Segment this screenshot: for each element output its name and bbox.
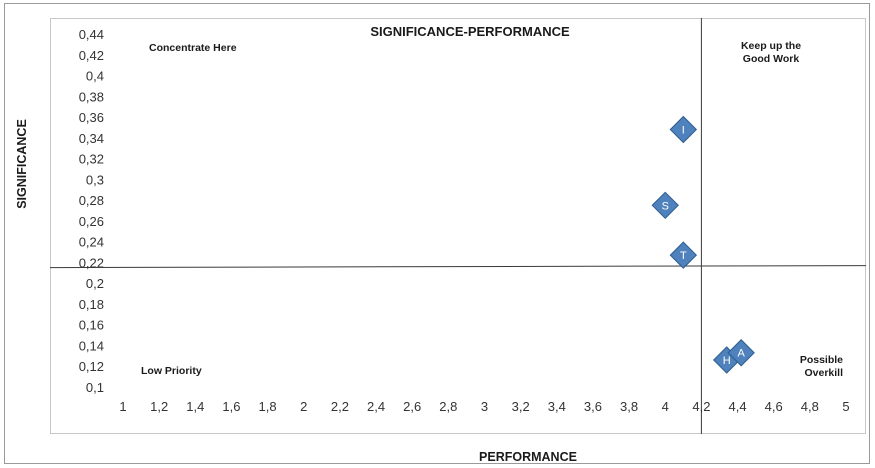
horizontal-reference-line	[49, 265, 867, 269]
x-axis-label: PERFORMANCE	[479, 450, 577, 464]
y-tick-label: 0,32	[79, 152, 104, 167]
diamond-marker	[727, 339, 755, 367]
point-label: H	[723, 355, 731, 367]
y-tick-label: 0,28	[79, 193, 104, 208]
y-tick-label: 0,14	[79, 338, 104, 353]
plot-area-frame	[50, 18, 866, 434]
y-tick-label: 0,22	[79, 255, 104, 270]
possible-overkill-annotation: Possible	[800, 354, 843, 366]
point-label: T	[680, 250, 687, 262]
y-tick-label: 0,44	[79, 27, 104, 42]
diamond-marker	[651, 191, 679, 220]
data-point-a: A	[727, 339, 755, 367]
data-point-i: I	[669, 115, 698, 144]
y-tick-label: 0,34	[79, 131, 104, 146]
x-tick-label: 3,8	[620, 399, 638, 414]
possible-overkill-annotation: Overkill	[804, 367, 843, 379]
y-tick-label: 0,36	[79, 110, 104, 125]
x-tick-label: 3,4	[548, 399, 566, 414]
x-tick-label: 1	[119, 399, 126, 414]
x-tick-label: 1,2	[150, 399, 168, 414]
low-priority-annotation: Low Priority	[141, 365, 202, 377]
data-point-s: S	[651, 191, 679, 220]
x-tick-label: 3	[481, 399, 488, 414]
y-tick-label: 0,12	[79, 359, 104, 374]
x-tick-label: 1,4	[186, 399, 204, 414]
point-label: I	[682, 125, 685, 137]
x-tick-label: 2,6	[403, 399, 421, 414]
data-point-t: T	[669, 241, 698, 269]
y-tick-label: 0,3	[86, 172, 104, 187]
x-tick-label: 3,6	[584, 399, 602, 414]
x-tick-label: 4,6	[765, 399, 783, 414]
y-tick-label: 0,4	[86, 69, 104, 84]
y-tick-label: 0,24	[79, 235, 104, 250]
concentrate-here-annotation: Concentrate Here	[149, 42, 237, 54]
keep-up-annotation: Good Work	[743, 53, 800, 65]
x-tick-label: 2,8	[439, 399, 457, 414]
keep-up-annotation: Keep up the	[741, 40, 801, 52]
y-tick-label: 0,26	[79, 214, 104, 229]
x-tick-label: 2	[300, 399, 307, 414]
x-tick-label: 1,6	[222, 399, 240, 414]
x-tick-label: 3,2	[512, 399, 530, 414]
x-tick-label: 2,2	[331, 399, 349, 414]
x-tick-label: 4	[662, 399, 669, 414]
x-tick-label: 5	[842, 399, 849, 414]
diamond-marker	[669, 115, 698, 144]
y-tick-label: 0,18	[79, 297, 104, 312]
point-label: S	[662, 200, 669, 212]
y-tick-label: 0,16	[79, 318, 104, 333]
y-tick-label: 0,38	[79, 89, 104, 104]
y-tick-label: 0,2	[86, 276, 104, 291]
y-tick-label: 0,1	[86, 380, 104, 395]
x-tick-label: 1,8	[259, 399, 277, 414]
diamond-marker	[669, 241, 698, 269]
y-axis-label: SIGNIFICANCE	[15, 119, 29, 209]
x-tick-label: 4,2	[692, 399, 710, 414]
y-tick-label: 0,42	[79, 48, 104, 63]
point-label: A	[737, 348, 745, 360]
x-tick-label: 4,8	[801, 399, 819, 414]
figure-frame	[4, 3, 870, 464]
chart-title: SIGNIFICANCE-PERFORMANCE	[370, 24, 570, 39]
x-tick-label: 4,4	[729, 399, 747, 414]
x-tick-label: 2,4	[367, 399, 385, 414]
